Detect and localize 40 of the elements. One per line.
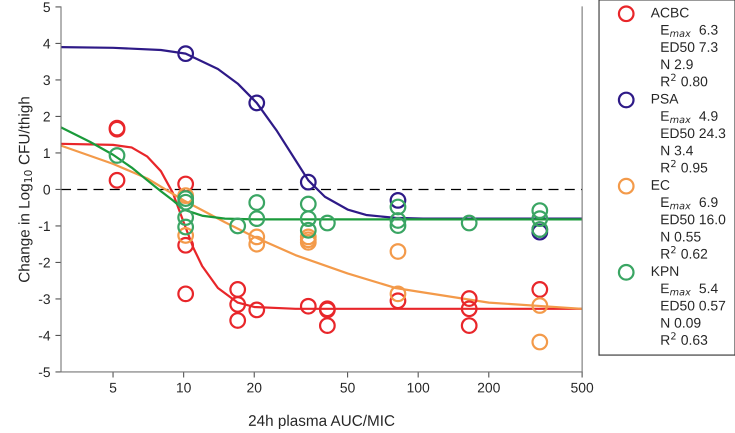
text: E$_{max}$ 6.9: [661, 197, 718, 210]
x-tick-label: 100: [408, 382, 430, 393]
legend-label: KPN: [652, 266, 678, 276]
y-tick-label: 1: [44, 148, 50, 158]
text: E$_{max}$ 4.9: [661, 111, 718, 124]
x-tick-label: 50: [340, 382, 355, 393]
legend-label: PSA: [652, 94, 678, 104]
text: ED50 0.57: [661, 300, 726, 311]
text: N 2.9: [661, 59, 693, 70]
legend-label: ACBC: [650, 8, 689, 18]
x-axis-title: 24h plasma AUC/MIC: [248, 414, 394, 429]
x-tick-label: 5: [110, 382, 116, 393]
text: ED50 7.3: [661, 42, 718, 52]
x-tick-label: 200: [478, 382, 500, 393]
x-tick-label: 10: [176, 382, 191, 393]
text: R$^{2}$ 0.80: [661, 74, 708, 86]
text: E$_{max}$ 5.4: [661, 284, 718, 296]
text: N 0.09: [661, 318, 700, 328]
legend-label: EC: [652, 180, 670, 190]
y-tick-label: -4: [38, 330, 50, 340]
y-tick-label: 4: [43, 38, 50, 48]
y-tick-label: -1: [38, 221, 50, 231]
y-axis-title: Change in Log$_{10}$ CFU/thigh: [18, 97, 33, 282]
x-tick-label: 20: [247, 382, 262, 393]
y-tick-label: -3: [38, 294, 50, 304]
text: R$^{2}$ 0.63: [661, 332, 708, 345]
y-tick-label: 3: [43, 75, 50, 86]
text: R$^{2}$ 0.62: [661, 246, 708, 259]
text: N 3.4: [661, 146, 694, 156]
text: E$_{max}$ 6.3: [661, 24, 718, 38]
y-tick-label: -5: [38, 367, 50, 378]
y-tick-label: 5: [43, 2, 50, 12]
y-tick-label: 0: [43, 184, 50, 195]
y-tick-label: 2: [44, 112, 50, 122]
y-tick-label: -2: [38, 258, 50, 268]
text: R$^{2}$ 0.95: [661, 160, 708, 173]
text: N 0.55: [661, 232, 701, 242]
text: ED50 16.0: [661, 214, 726, 224]
text: ED50 24.3: [661, 128, 726, 138]
x-tick-label: 500: [571, 382, 594, 393]
